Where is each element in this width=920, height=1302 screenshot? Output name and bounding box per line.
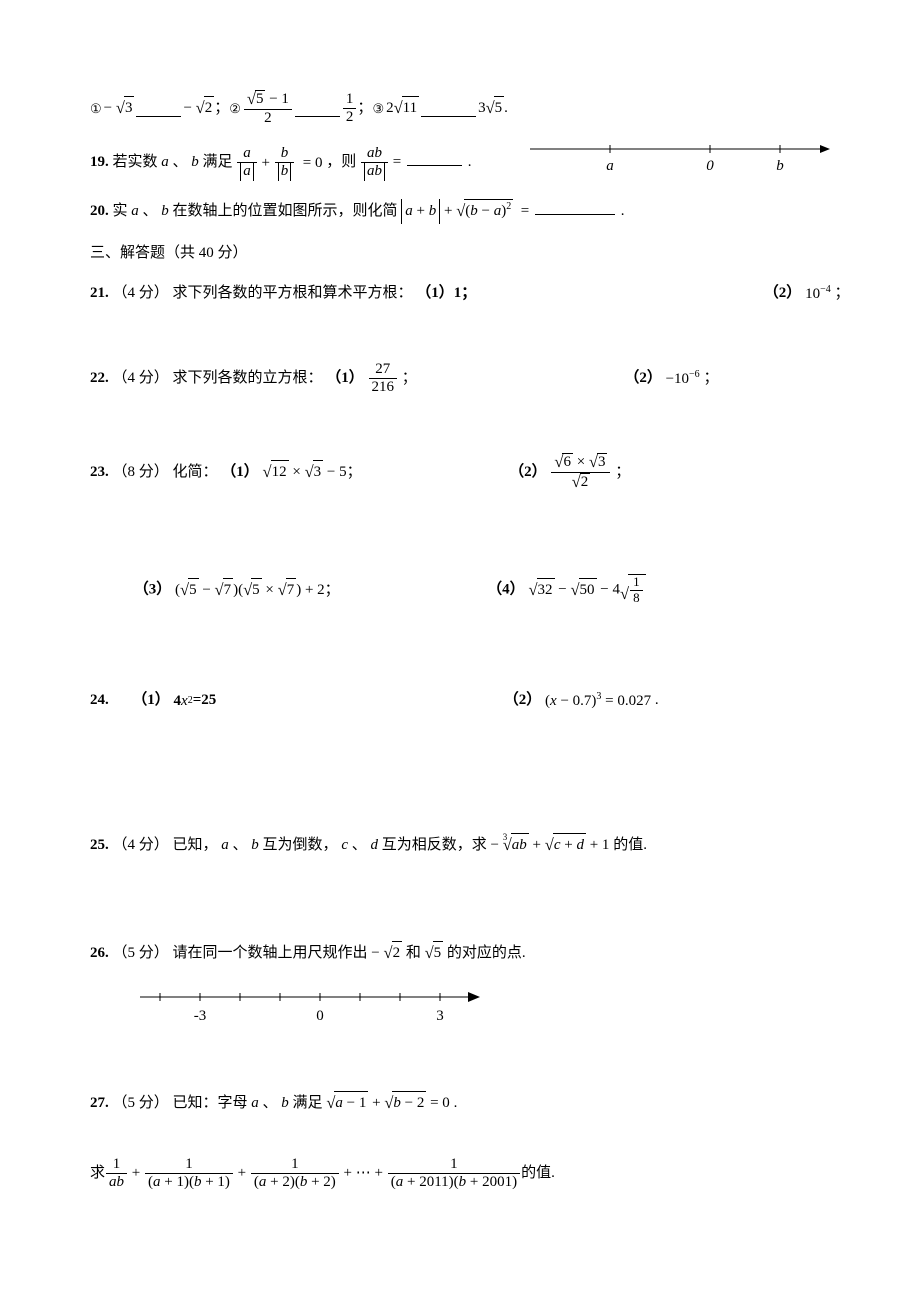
q27-frac-1: 1 (a + 1)(b + 1) [145,1156,233,1192]
q19-row: a 0 b 19. 若实数 a 、 b 满足 a a + b b = 0 ，则 … [90,145,830,181]
q27-sqrt1: a − 1 [326,1091,368,1116]
circled-2: ② [229,99,241,119]
q22-row: 22. （4 分） 求下列各数的立方根： （1） 27 216 ； （2） −1… [90,361,830,397]
q21-row: 21. （4 分） 求下列各数的平方根和算术平方根： （1）1； （2） 10−… [90,282,830,305]
q26-row: 26. （5 分） 请在同一个数轴上用尺规作出 − 2 和 5 的对应的点. [90,941,830,966]
q27-sum-row: 求 1 ab + 1 (a + 1)(b + 1) + 1 (a + 2)(b … [90,1156,830,1192]
q27-row: 27. （5 分） 已知：字母 a 、 b 满足 a − 1 + b − 2 =… [90,1091,830,1116]
q19-eq-zero: = 0 [299,152,322,175]
q20-row: 20. 实 a 、 b 在数轴上的位置如图所示，则化简 a + b + (b −… [90,199,830,224]
q18-p1-left: − 3 [104,96,135,121]
sep: ； [357,97,372,120]
circled-3: ③ [372,99,384,119]
q24-row: 24. （1） 4x2=25 （2） (x − 0.7)3 = 0.027 . [90,689,830,712]
circled-1: ① [90,99,102,119]
q26-sqrt5: 5 [425,941,444,966]
q18-blank-3[interactable] [421,101,476,117]
q26-numberline-row: -3 0 3 [140,986,830,1009]
q27-sqrt2: b − 2 [384,1091,426,1116]
q19-frac-ab: ab ab [361,145,388,181]
q23-p4-expr: 32 − 50 − 418 [528,574,645,606]
q19-frac-b: b b [275,145,295,181]
q20-label: 20. [90,203,109,219]
q19-frac-a: a a [237,145,257,181]
period: . [504,97,508,120]
q23-p2-frac: 6 × 3 2 [551,453,610,492]
q19-label: 19. [90,154,109,170]
q26-neg-sqrt2: − 2 [371,941,402,966]
q27-dots: ⋯ [356,1162,371,1185]
q20-blank[interactable] [535,199,615,215]
q18-compare-row: ① − 3 − 2 ； ② 5 − 1 2 1 2 ； ③ 211 35 . [90,90,830,127]
section-3-header: 三、解答题（共 40 分） [90,242,830,265]
q23-row-1: 23. （8 分） 化简： （1） 12 × 3 − 5； （2） 6 × 3 … [90,453,830,492]
q23-p1-expr: 12 × 3 − 5； [263,460,362,485]
q18-p2-right: 1 2 [343,91,357,127]
sep: ； [214,97,229,120]
q18-p2-left: 5 − 1 2 [244,90,292,127]
q22-p2-expr: −10−6 [666,368,700,391]
q19-blank[interactable] [407,150,462,166]
q22-p1-frac: 27 216 [369,361,398,397]
q24-p2-expr: (x − 0.7)3 = 0.027 [545,690,651,713]
q27-frac-0: 1 ab [106,1156,127,1192]
q18-p3-left: 211 [386,96,419,121]
q24-p1-expr: 4 [174,690,182,713]
q20-numberline: a 0 b [530,139,830,159]
q27-frac-2: 1 (a + 2)(b + 2) [251,1156,339,1192]
q21-p2-expr: 10−4 [805,283,831,306]
q20-sqrt: (b − a)2 [456,199,513,224]
q25-row: 25. （4 分） 已知， a 、 b 互为倒数， c 、 d 互为相反数，求 … [90,833,830,858]
q18-blank-2[interactable] [295,101,340,117]
q27-frac-n: 1 (a + 2011)(b + 2001) [388,1156,520,1192]
q25-expr: − 3ab + c + d + 1 [491,833,610,858]
q20-abs: a + b [401,199,440,224]
q23-p3-expr: (5 − 7)(5 × 7) + 2； [175,578,340,603]
q18-blank-1[interactable] [136,101,181,117]
q23-row-2: （3） (5 − 7)(5 × 7) + 2； （4） 32 − 50 − 41… [90,574,830,606]
q26-numberline: -3 0 3 [140,987,480,1007]
q18-p1-right: − 2 [183,96,214,121]
q18-p3-right: 35 [478,96,504,121]
